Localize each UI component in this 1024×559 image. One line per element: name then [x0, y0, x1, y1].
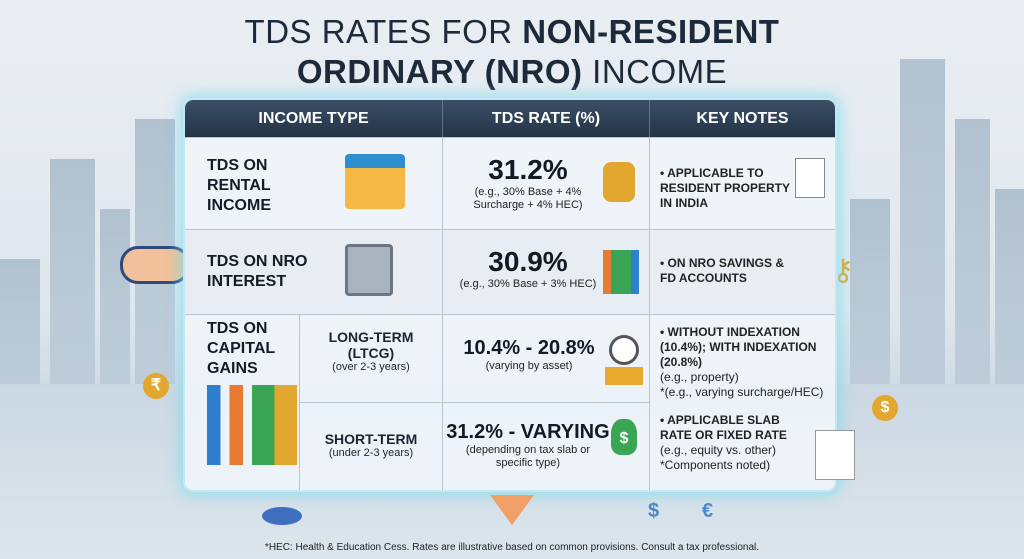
chart-money-icon	[207, 385, 297, 465]
handshake-icon	[120, 246, 190, 284]
tds-rate: 30.9%	[488, 246, 568, 277]
key-note: • ON NRO SAVINGS & FD ACCOUNTS	[660, 256, 784, 285]
tds-rate: 31.2%	[488, 154, 568, 185]
income-type: TDS ON CAPITAL GAINS	[207, 320, 275, 377]
table-header: INCOME TYPE TDS RATE (%) KEY NOTES	[185, 100, 835, 137]
ltcg-cell: LONG-TERM (LTCG) (over 2-3 years)	[300, 315, 442, 403]
rupee-coin-icon	[262, 507, 302, 525]
gold-bars-icon	[605, 367, 643, 385]
document-pen-icon	[795, 158, 825, 198]
page-title: TDS RATES FOR NON-RESIDENT ORDINARY (NRO)…	[244, 13, 780, 90]
key-icon: ⚷	[832, 254, 854, 287]
building	[900, 59, 945, 389]
income-type: TDS ON NRO INTEREST	[207, 253, 308, 290]
growth-chart-icon	[603, 250, 639, 294]
rate-detail: (e.g., 30% Base + 4% Surcharge + 4% HEC)	[473, 186, 583, 211]
building	[0, 259, 40, 389]
dollar-coin-icon: $	[872, 395, 898, 421]
stcg-cell: SHORT-TERM (under 2-3 years)	[300, 403, 442, 459]
income-type: TDS ON RENTAL INCOME	[207, 157, 271, 214]
sub-detail: (under 2-3 years)	[328, 447, 414, 459]
building	[955, 119, 990, 389]
tds-rate: 10.4% - 20.8%	[463, 337, 595, 359]
money-bag-icon: $	[611, 419, 637, 455]
header-key-notes: KEY NOTES	[696, 109, 789, 127]
safe-icon	[345, 244, 393, 296]
building	[995, 189, 1024, 389]
table-row-capital-gains: TDS ON CAPITAL GAINS LONG-TERM (LTCG) (o…	[185, 314, 835, 490]
rate-detail: (depending on tax slab or specific type)	[465, 444, 591, 469]
rupee-coin-icon: ₹	[143, 373, 169, 399]
table-row: TDS ON NRO INTEREST 30.9% (e.g., 30% Base…	[185, 229, 835, 314]
key-note: • APPLICABLE TO RESIDENT PROPERTY IN IND…	[660, 166, 790, 210]
rate-detail: (varying by asset)	[485, 360, 573, 372]
certificate-icon	[815, 430, 855, 480]
coins-icon	[603, 162, 635, 202]
sub-detail: (over 2-3 years)	[332, 361, 410, 373]
dollar-icon: $	[648, 500, 660, 522]
key-note-stcg: • APPLICABLE SLAB RATE OR FIXED RATE (e.g…	[660, 413, 787, 472]
rate-detail: (e.g., 30% Base + 3% HEC)	[459, 278, 597, 290]
table-row: TDS ON RENTAL INCOME 31.2% (e.g., 30% Bas…	[185, 137, 835, 229]
building	[100, 209, 130, 389]
building	[850, 199, 890, 389]
tds-rate: 31.2% - VARYING	[446, 421, 610, 443]
house-icon	[345, 154, 405, 209]
sub-type: SHORT-TERM	[324, 431, 418, 447]
down-arrow-icon	[490, 495, 534, 525]
sub-type: LONG-TERM (LTCG)	[328, 329, 414, 361]
tds-table: INCOME TYPE TDS RATE (%) KEY NOTES TDS O…	[183, 98, 837, 492]
building	[50, 159, 95, 389]
header-tds-rate: TDS RATE (%)	[443, 100, 650, 137]
euro-icon: €	[702, 500, 714, 522]
header-income-type: INCOME TYPE	[185, 100, 443, 137]
footnote: *HEC: Health & Education Cess. Rates are…	[264, 542, 760, 553]
key-note-ltcg: • WITHOUT INDEXATION (10.4%); WITH INDEX…	[660, 325, 824, 399]
clock-icon	[609, 335, 639, 365]
